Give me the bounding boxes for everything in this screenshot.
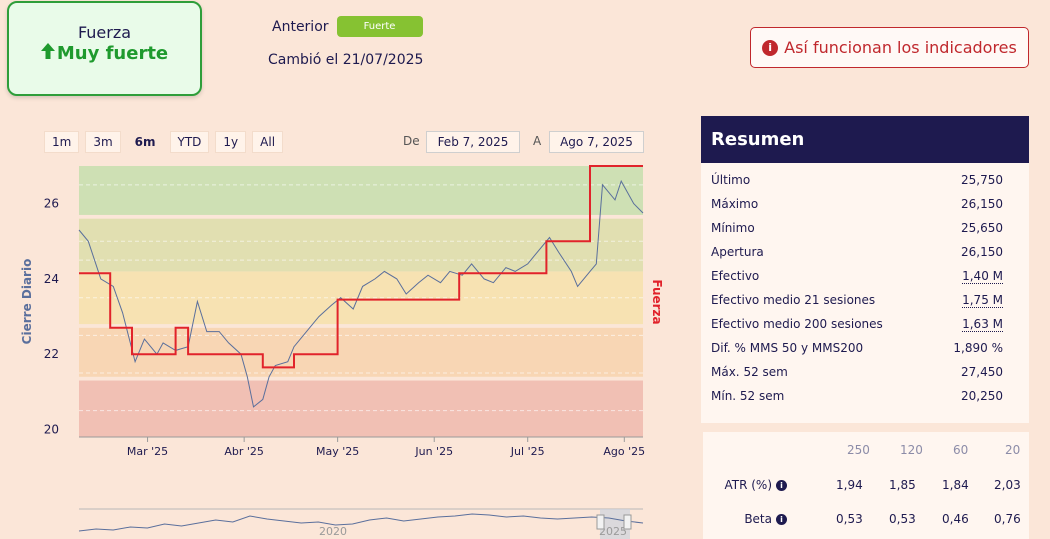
summary-row: Máximo 26,150: [701, 192, 1029, 216]
range-button-6m[interactable]: 6m: [126, 131, 164, 153]
indicator-row-label: Beta i: [703, 512, 787, 526]
y-tick-label: 24: [44, 272, 59, 286]
previous-strength: Anterior Fuerte: [272, 16, 423, 37]
strength-band: [79, 166, 643, 215]
indicator-value: 1,94: [836, 478, 863, 492]
summary-row-label: Efectivo: [711, 269, 760, 283]
y-tick-label: 22: [44, 347, 59, 361]
strength-line: [79, 165, 643, 369]
summary-row-label: Efectivo medio 200 sesiones: [711, 317, 883, 331]
price-strength-chart: 20 22 24 26 Mar '25 Abr '25 May '25 Jun '25 Jul …: [20, 165, 664, 539]
summary-row-label: Mínimo: [711, 221, 755, 235]
summary-panel: Resumen Último 25,750 Máximo 26,150 Mínimo 25…: [701, 116, 1029, 423]
summary-row-value: 26,150: [961, 245, 1003, 259]
indicators-info-label: Así funcionan los indicadores: [784, 38, 1017, 57]
range-button-3m[interactable]: 3m: [85, 131, 121, 153]
range-button-all[interactable]: All: [252, 131, 284, 153]
summary-row-value: 20,250: [961, 389, 1003, 403]
x-tick-label: May '25: [316, 445, 359, 458]
info-icon[interactable]: i: [776, 479, 787, 491]
navigator-handle[interactable]: [596, 514, 605, 530]
range-button-ytd[interactable]: YTD: [169, 131, 210, 153]
summary-rows: Último 25,750 Máximo 26,150 Mínimo 25,650 Aper…: [701, 168, 1029, 408]
strength-value-row: Muy fuerte: [9, 43, 200, 64]
indicator-label-text: ATR (%): [724, 478, 772, 492]
date-from-label: De: [403, 134, 420, 148]
indicator-value: 1,85: [889, 478, 916, 492]
x-tick-label: Mar '25: [127, 445, 168, 458]
summary-row-label: Apertura: [711, 245, 764, 259]
summary-row: Efectivo 1,40 M: [701, 264, 1029, 288]
strength-card: Fuerza Muy fuerte: [7, 1, 202, 96]
summary-row: Último 25,750: [701, 168, 1029, 192]
navigator-handle[interactable]: [623, 514, 632, 530]
x-tick-label: Abr '25: [224, 445, 264, 458]
y-tick-label: 20: [44, 422, 59, 436]
summary-title: Resumen: [701, 116, 1029, 163]
summary-row: Máx. 52 sem 27,450: [701, 360, 1029, 384]
navigator-label: 2025: [599, 525, 627, 538]
indicator-period-header: 120: [900, 443, 923, 457]
summary-row: Dif. % MMS 50 y MMS200 1,890 %: [701, 336, 1029, 360]
summary-row-value: 1,75 M: [962, 292, 1003, 308]
arrow-up-icon: [40, 43, 55, 64]
info-icon[interactable]: i: [776, 513, 787, 525]
summary-row: Mín. 52 sem 20,250: [701, 384, 1029, 408]
strength-band: [79, 327, 643, 377]
strength-title: Fuerza: [77, 23, 132, 42]
price-line: [78, 179, 644, 408]
summary-row-value: 1,890 %: [953, 341, 1003, 355]
range-button-1y[interactable]: 1y: [215, 131, 247, 153]
indicator-period-header: 60: [953, 443, 969, 457]
indicator-period-header: 20: [1005, 443, 1021, 457]
indicator-value: 0,53: [836, 512, 863, 526]
strength-band: [79, 218, 643, 272]
indicator-value: 0,76: [994, 512, 1021, 526]
x-tick-label: Jun '25: [414, 445, 453, 458]
y-tick-label: 26: [44, 197, 59, 211]
indicator-row-label: ATR (%) i: [703, 478, 787, 492]
summary-row-value: 25,650: [961, 221, 1003, 235]
date-to-input[interactable]: Ago 7, 2025: [549, 131, 644, 153]
indicators-info-button[interactable]: i Así funcionan los indicadores: [750, 27, 1029, 68]
summary-row: Apertura 26,150: [701, 240, 1029, 264]
date-from-input[interactable]: Feb 7, 2025: [426, 131, 520, 153]
date-to-label: A: [533, 134, 542, 148]
changed-date-text: Cambió el 21/07/2025: [268, 52, 424, 68]
range-button-1m[interactable]: 1m: [44, 131, 80, 153]
summary-row-label: Máximo: [711, 197, 759, 211]
summary-row-value: 1,63 M: [962, 316, 1003, 332]
y-axis-title: Cierre Diario: [20, 259, 34, 345]
indicator-value: 1,84: [942, 478, 969, 492]
indicator-value: 2,03: [994, 478, 1021, 492]
navigator-label: 2020: [319, 525, 347, 538]
indicator-period-header: 250: [847, 443, 870, 457]
indicator-value: 0,53: [889, 512, 916, 526]
navigator-line: [78, 513, 644, 532]
summary-row: Efectivo medio 200 sesiones 1,63 M: [701, 312, 1029, 336]
summary-row-label: Último: [711, 173, 751, 187]
summary-row-value: 1,40 M: [962, 268, 1003, 284]
y2-axis-title: Fuerza: [650, 279, 664, 324]
previous-badge: Fuerte: [336, 16, 423, 37]
summary-row-label: Máx. 52 sem: [711, 365, 788, 379]
previous-label: Anterior: [272, 18, 329, 35]
x-tick-label: Jul '25: [510, 445, 545, 458]
indicator-value: 0,46: [942, 512, 969, 526]
info-icon: i: [762, 39, 779, 56]
summary-row-value: 25,750: [961, 173, 1003, 187]
x-tick-label: Ago '25: [603, 445, 645, 458]
summary-row-value: 27,450: [961, 365, 1003, 379]
summary-row-label: Efectivo medio 21 sesiones: [711, 293, 876, 307]
summary-row-label: Dif. % MMS 50 y MMS200: [711, 341, 864, 355]
strength-value: Muy fuerte: [56, 43, 169, 64]
summary-row-label: Mín. 52 sem: [711, 389, 785, 403]
indicators-table: 250 120 60 20 ATR (%) i 1,94 1,85 1,84 2,03 Beta i 0…: [703, 432, 1029, 539]
indicator-label-text: Beta: [744, 512, 772, 526]
strength-band: [79, 380, 643, 437]
summary-row: Mínimo 25,650: [701, 216, 1029, 240]
range-selector: 1m 3m 6m YTD 1y All: [44, 131, 284, 153]
summary-row: Efectivo medio 21 sesiones 1,75 M: [701, 288, 1029, 312]
summary-row-value: 26,150: [961, 197, 1003, 211]
